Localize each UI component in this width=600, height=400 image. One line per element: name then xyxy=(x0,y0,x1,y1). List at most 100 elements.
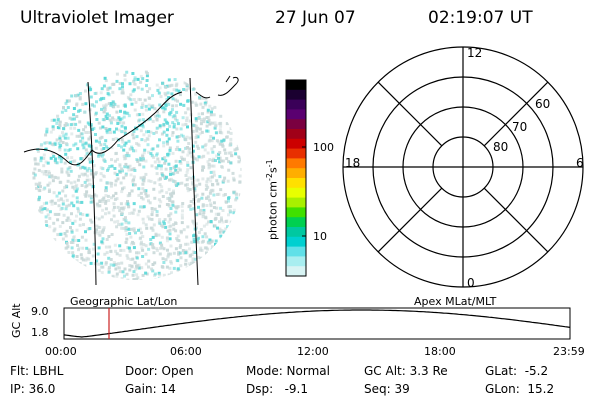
image-pixel xyxy=(185,178,189,182)
image-pixel xyxy=(171,97,175,101)
image-pixel xyxy=(128,264,132,268)
image-pixel xyxy=(85,190,89,194)
image-pixel xyxy=(117,144,121,147)
image-pixel xyxy=(198,212,202,216)
image-pixel xyxy=(169,172,172,176)
image-pixel xyxy=(65,170,69,174)
image-pixel xyxy=(83,172,87,176)
image-pixel xyxy=(89,183,93,187)
image-pixel xyxy=(191,219,195,223)
image-pixel xyxy=(145,136,149,140)
image-pixel xyxy=(52,118,56,122)
image-pixel xyxy=(153,107,157,111)
image-pixel xyxy=(123,126,127,130)
image-pixel xyxy=(194,119,198,123)
image-pixel xyxy=(86,227,90,231)
image-pixel xyxy=(56,119,60,123)
image-pixel xyxy=(120,226,124,230)
image-pixel xyxy=(216,182,220,186)
image-pixel xyxy=(199,102,203,106)
image-pixel xyxy=(89,169,93,173)
image-pixel xyxy=(220,165,224,169)
image-pixel xyxy=(112,105,116,109)
image-pixel xyxy=(170,133,174,137)
image-pixel xyxy=(179,264,183,268)
orbit-x-tick-0000: 00:00 xyxy=(45,345,77,358)
image-pixel xyxy=(57,126,61,130)
image-pixel xyxy=(102,175,106,179)
image-pixel xyxy=(52,191,56,195)
image-pixel xyxy=(107,235,111,238)
image-pixel xyxy=(137,209,141,213)
image-pixel xyxy=(119,248,123,252)
image-pixel xyxy=(206,129,210,133)
image-pixel xyxy=(106,86,110,90)
image-pixel xyxy=(151,243,155,247)
image-pixel xyxy=(158,252,162,256)
image-pixel xyxy=(101,125,105,129)
image-pixel xyxy=(141,273,145,277)
image-pixel xyxy=(113,103,117,106)
image-pixel xyxy=(155,117,159,121)
image-pixel xyxy=(96,232,100,236)
image-pixel xyxy=(126,278,130,280)
image-pixel xyxy=(119,206,123,210)
image-pixel xyxy=(69,169,73,173)
image-pixel xyxy=(98,136,102,140)
image-pixel xyxy=(82,223,85,227)
image-pixel xyxy=(61,221,65,225)
image-pixel xyxy=(133,169,137,172)
image-pixel xyxy=(142,151,146,155)
image-pixel xyxy=(88,227,92,230)
image-pixel xyxy=(64,122,68,125)
image-pixel xyxy=(180,133,184,137)
image-pixel xyxy=(94,111,98,115)
image-pixel xyxy=(132,202,136,206)
image-pixel xyxy=(127,221,131,225)
image-pixel xyxy=(100,215,104,219)
image-pixel xyxy=(136,158,140,162)
image-pixel xyxy=(201,235,205,239)
diagonal-line-2 xyxy=(483,187,549,253)
image-pixel xyxy=(58,154,62,158)
image-pixel xyxy=(81,213,85,217)
image-pixel xyxy=(52,221,56,225)
image-pixel xyxy=(148,96,152,100)
image-pixel xyxy=(138,237,142,241)
image-pixel xyxy=(198,132,202,136)
image-pixel xyxy=(195,129,199,133)
image-pixel xyxy=(154,130,158,134)
image-pixel xyxy=(38,209,41,213)
image-pixel xyxy=(71,122,75,126)
image-pixel xyxy=(104,245,108,249)
image-pixel xyxy=(173,78,177,81)
image-pixel xyxy=(39,156,43,160)
image-pixel xyxy=(149,242,153,246)
image-pixel xyxy=(184,122,188,126)
image-pixel xyxy=(235,147,238,151)
image-pixel xyxy=(200,248,204,252)
image-pixel xyxy=(147,179,151,183)
image-pixel xyxy=(124,226,128,230)
image-pixel xyxy=(115,118,119,122)
image-pixel xyxy=(64,142,68,146)
image-pixel xyxy=(173,180,177,184)
image-pixel xyxy=(61,199,65,203)
image-pixel xyxy=(116,205,120,209)
image-pixel xyxy=(184,88,188,92)
image-pixel xyxy=(148,201,152,205)
image-pixel xyxy=(213,224,217,228)
image-pixel xyxy=(72,235,76,239)
image-pixel xyxy=(146,143,150,147)
image-pixel xyxy=(79,157,83,161)
image-pixel xyxy=(137,113,141,117)
image-pixel xyxy=(82,146,86,150)
image-pixel xyxy=(226,225,229,229)
image-pixel xyxy=(92,242,96,246)
image-pixel xyxy=(211,183,215,187)
image-pixel xyxy=(77,248,80,252)
image-pixel xyxy=(221,220,225,224)
image-pixel xyxy=(158,183,162,187)
image-pixel xyxy=(56,233,60,237)
